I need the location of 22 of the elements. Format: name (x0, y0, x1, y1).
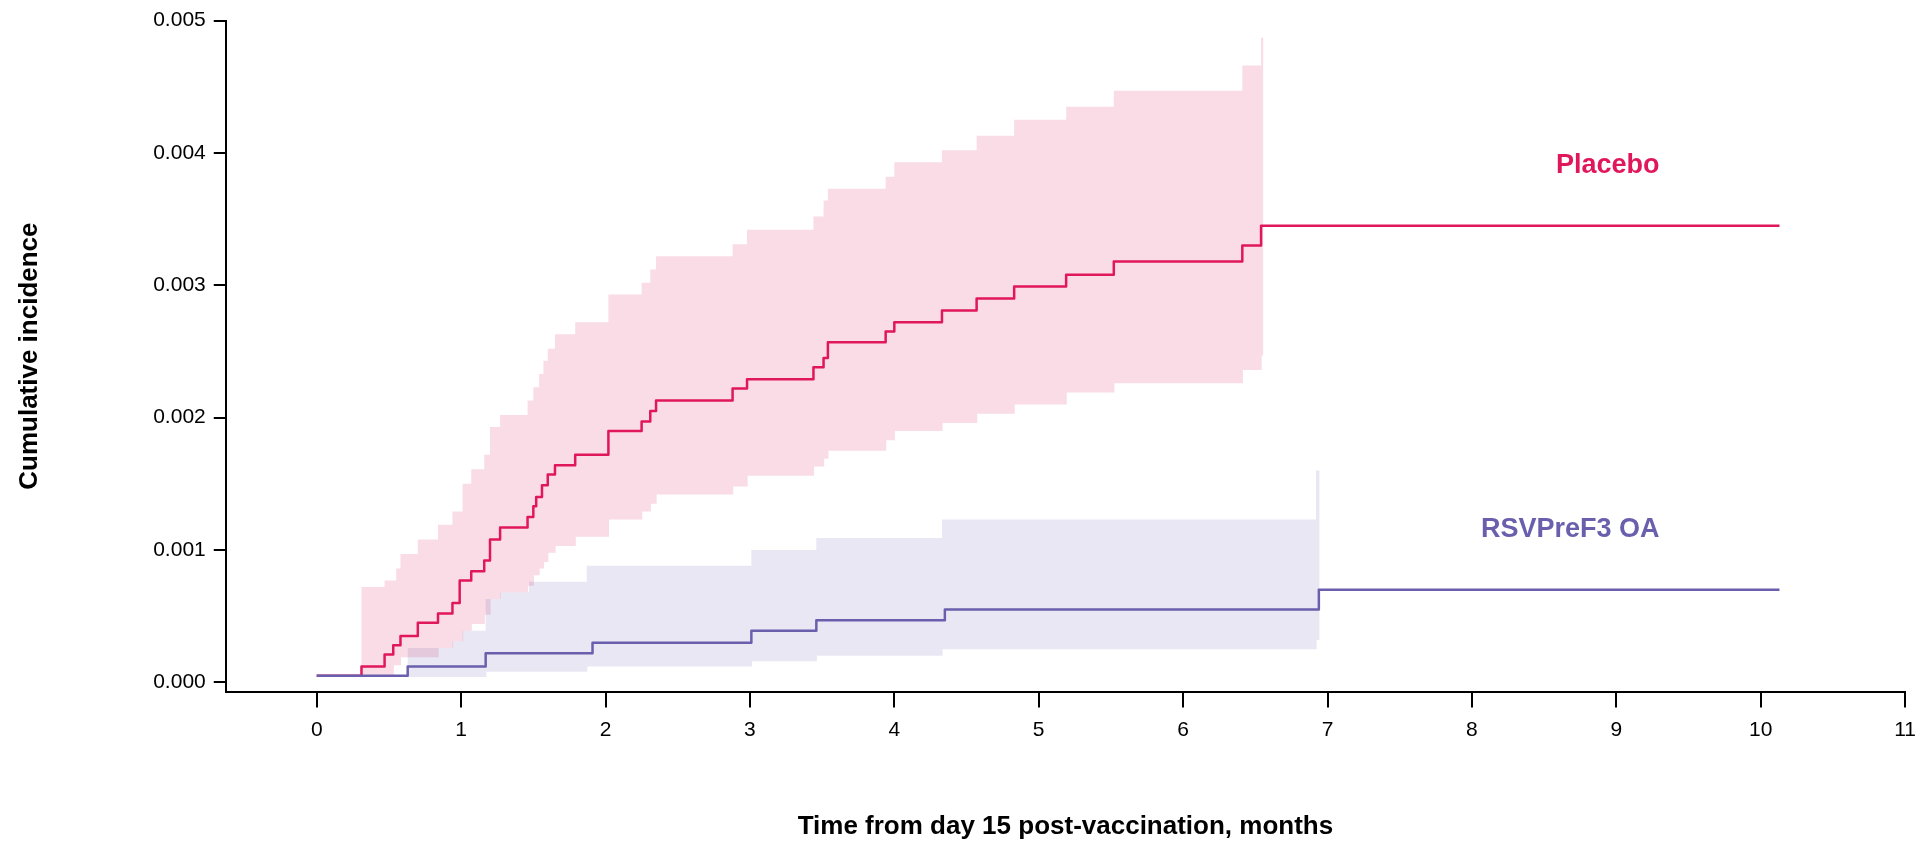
x-tick-label: 0 (310, 717, 323, 740)
x-tick-label: 10 (1749, 717, 1773, 740)
y-tick-label: 0.004 (153, 139, 207, 163)
y-tick-label: 0.002 (153, 404, 206, 428)
x-tick-label: 1 (455, 717, 467, 740)
x-tick-label: 3 (744, 717, 756, 740)
x-tick-label: 2 (599, 717, 612, 740)
y-tick-label: 0.003 (153, 272, 206, 296)
y-tick-label: 0.001 (153, 536, 206, 560)
x-tick-label: 5 (1032, 717, 1045, 740)
y-tick-label: 0.005 (153, 7, 206, 31)
y-axis-title: Cumulative incidence (12, 222, 43, 490)
x-tick-label: 11 (1894, 717, 1917, 740)
x-tick-label: 8 (1466, 717, 1478, 740)
series-label: Placebo (1555, 149, 1660, 180)
x-tick-label: 6 (1177, 717, 1189, 740)
x-tick-label: 4 (888, 717, 901, 740)
x-axis-title: Time from day 15 post-vaccination, months (797, 809, 1334, 840)
x-tick-label: 9 (1610, 717, 1623, 740)
series-label: RSVPreF3 OA (1480, 513, 1660, 544)
x-tick-label: 7 (1321, 717, 1334, 740)
y-tick-label: 0.000 (153, 669, 206, 693)
